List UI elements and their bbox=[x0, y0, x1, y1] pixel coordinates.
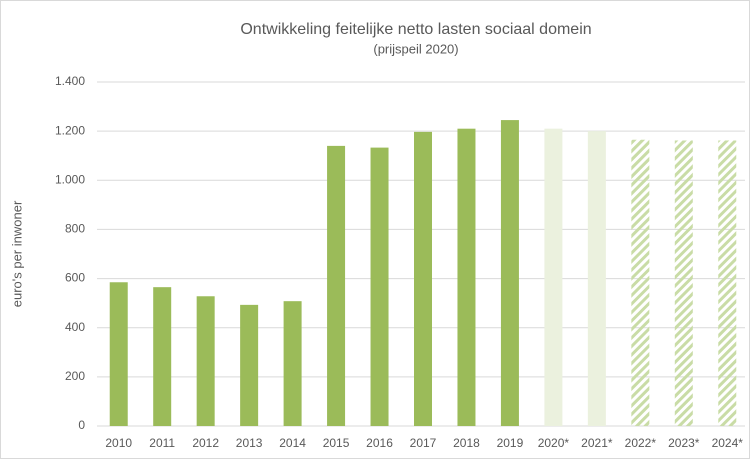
chart-subtitle: (prijspeil 2020) bbox=[373, 41, 458, 56]
x-tick-label: 2023* bbox=[668, 436, 700, 450]
x-tick-label: 2016 bbox=[366, 436, 393, 450]
y-tick-label: 400 bbox=[65, 320, 85, 334]
x-tick-label: 2011 bbox=[149, 436, 175, 450]
bar bbox=[327, 145, 346, 426]
bar bbox=[196, 296, 215, 426]
bar bbox=[587, 131, 606, 426]
bar bbox=[457, 128, 476, 426]
bar bbox=[370, 147, 389, 426]
bar bbox=[240, 304, 259, 426]
bar bbox=[718, 140, 737, 427]
bar bbox=[153, 287, 172, 426]
x-tick-label: 2014 bbox=[279, 436, 306, 450]
y-tick-label: 1.000 bbox=[55, 172, 85, 186]
bar bbox=[109, 282, 128, 426]
x-tick-label: 2017 bbox=[410, 436, 437, 450]
x-tick-label: 2020* bbox=[538, 436, 570, 450]
x-tick-label: 2013 bbox=[236, 436, 263, 450]
y-tick-label: 0 bbox=[78, 418, 85, 432]
bar bbox=[500, 120, 519, 426]
x-tick-label: 2010 bbox=[105, 436, 132, 450]
y-axis-label: euro's per inwoner bbox=[9, 200, 24, 307]
bar bbox=[674, 140, 693, 427]
y-tick-label: 1.200 bbox=[55, 123, 85, 137]
x-tick-label: 2012 bbox=[192, 436, 219, 450]
x-tick-label: 2022* bbox=[625, 436, 657, 450]
y-tick-label: 1.400 bbox=[55, 74, 85, 88]
bar bbox=[414, 131, 432, 426]
y-tick-label: 600 bbox=[65, 271, 85, 285]
x-tick-label: 2019 bbox=[497, 436, 524, 450]
bar bbox=[283, 301, 302, 426]
bar bbox=[631, 139, 650, 426]
x-tick-label: 2021* bbox=[581, 436, 613, 450]
x-tick-label: 2015 bbox=[323, 436, 350, 450]
chart-title: Ontwikkeling feitelijke netto lasten soc… bbox=[240, 21, 591, 38]
bar bbox=[544, 128, 563, 426]
y-tick-label: 800 bbox=[65, 222, 85, 236]
x-tick-label: 2018 bbox=[453, 436, 480, 450]
y-tick-label: 200 bbox=[65, 369, 85, 383]
x-tick-label: 2024* bbox=[712, 436, 744, 450]
